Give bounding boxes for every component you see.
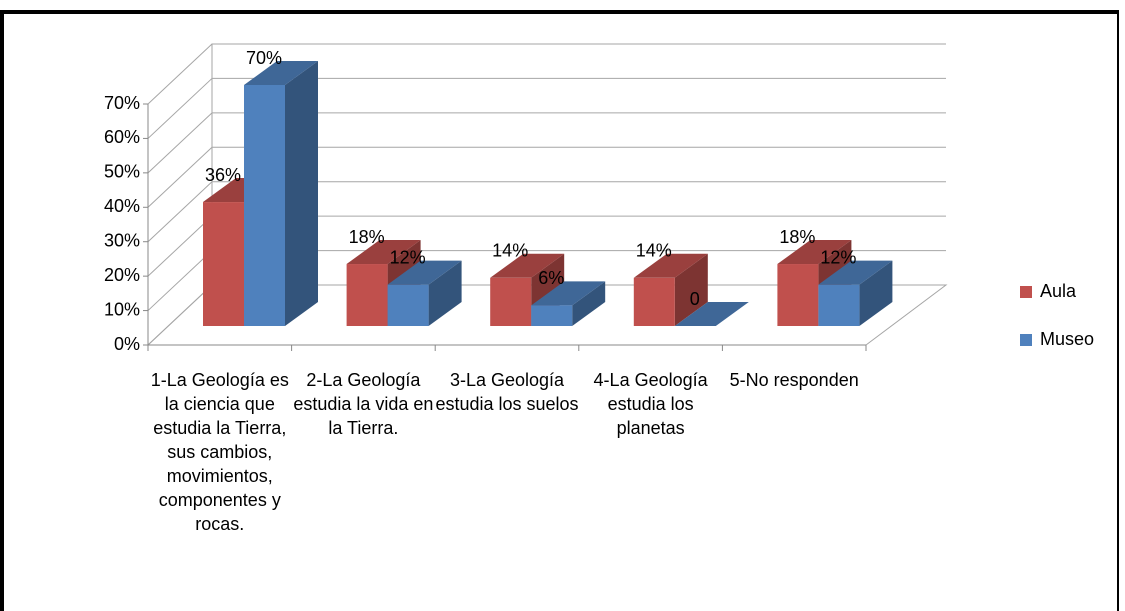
bar-top: [387, 260, 462, 285]
data-label: 18%: [779, 227, 815, 247]
legend-label: Aula: [1040, 281, 1077, 301]
bar-side: [674, 253, 708, 326]
data-label: 12%: [820, 247, 856, 267]
x-tick-label: 4-La Geología estudia los planetas: [593, 370, 708, 438]
bar-side: [428, 260, 462, 326]
x-tick-label: 2-La Geología estudia la vida en la Tier…: [293, 370, 434, 438]
bar-top: [633, 253, 708, 278]
grid-line: [147, 43, 213, 105]
bar-side: [285, 61, 318, 326]
y-tick-label: 70%: [104, 93, 140, 113]
bar-top: [674, 302, 749, 326]
data-label: 0: [690, 289, 700, 309]
legend-swatch: [1020, 286, 1032, 298]
bar-top: [777, 240, 852, 265]
y-tick-label: 20%: [104, 265, 140, 285]
bar-top: [818, 260, 893, 285]
data-label: 6%: [538, 268, 564, 288]
y-tick-label: 50%: [104, 162, 140, 182]
bar-side: [572, 281, 606, 326]
grid-line: [147, 284, 213, 346]
grid-line: [147, 181, 213, 243]
y-tick-label: 0%: [114, 334, 140, 354]
data-label: 14%: [492, 241, 528, 261]
y-tick-label: 10%: [104, 299, 140, 319]
bar: [633, 277, 675, 326]
y-tick-label: 30%: [104, 230, 140, 250]
bar-top: [244, 61, 318, 85]
legend-label: Museo: [1040, 329, 1094, 349]
bar: [777, 264, 819, 326]
bar-top: [490, 253, 565, 278]
bar-side: [859, 260, 893, 326]
grid-line: [147, 215, 213, 277]
data-label: 70%: [246, 48, 282, 68]
y-tick-label: 60%: [104, 127, 140, 147]
y-tick-label: 40%: [104, 196, 140, 216]
bar: [244, 85, 285, 326]
chart-frame: [0, 10, 1119, 611]
legend-swatch: [1020, 334, 1032, 346]
data-label: 18%: [349, 227, 385, 247]
grid-line: [147, 78, 213, 139]
bar: [203, 202, 244, 326]
grid-line: [147, 112, 213, 174]
bar: [531, 305, 573, 326]
bar-top: [346, 240, 421, 265]
x-tick-label: 3-La Geología estudia los suelos: [435, 370, 579, 414]
data-label: 14%: [636, 241, 672, 261]
bar: [818, 284, 860, 326]
grid-line: [147, 146, 213, 208]
x-tick-label: 5-No responden: [729, 370, 859, 390]
data-label: 36%: [205, 165, 241, 185]
bar: [387, 284, 429, 326]
bar-top: [531, 281, 606, 306]
x-tick-label: 1-La Geología es la ciencia que estudia …: [150, 370, 289, 534]
bar: [346, 264, 388, 326]
grid-line: [147, 250, 213, 311]
bar: [490, 277, 532, 326]
data-label: 12%: [390, 247, 426, 267]
